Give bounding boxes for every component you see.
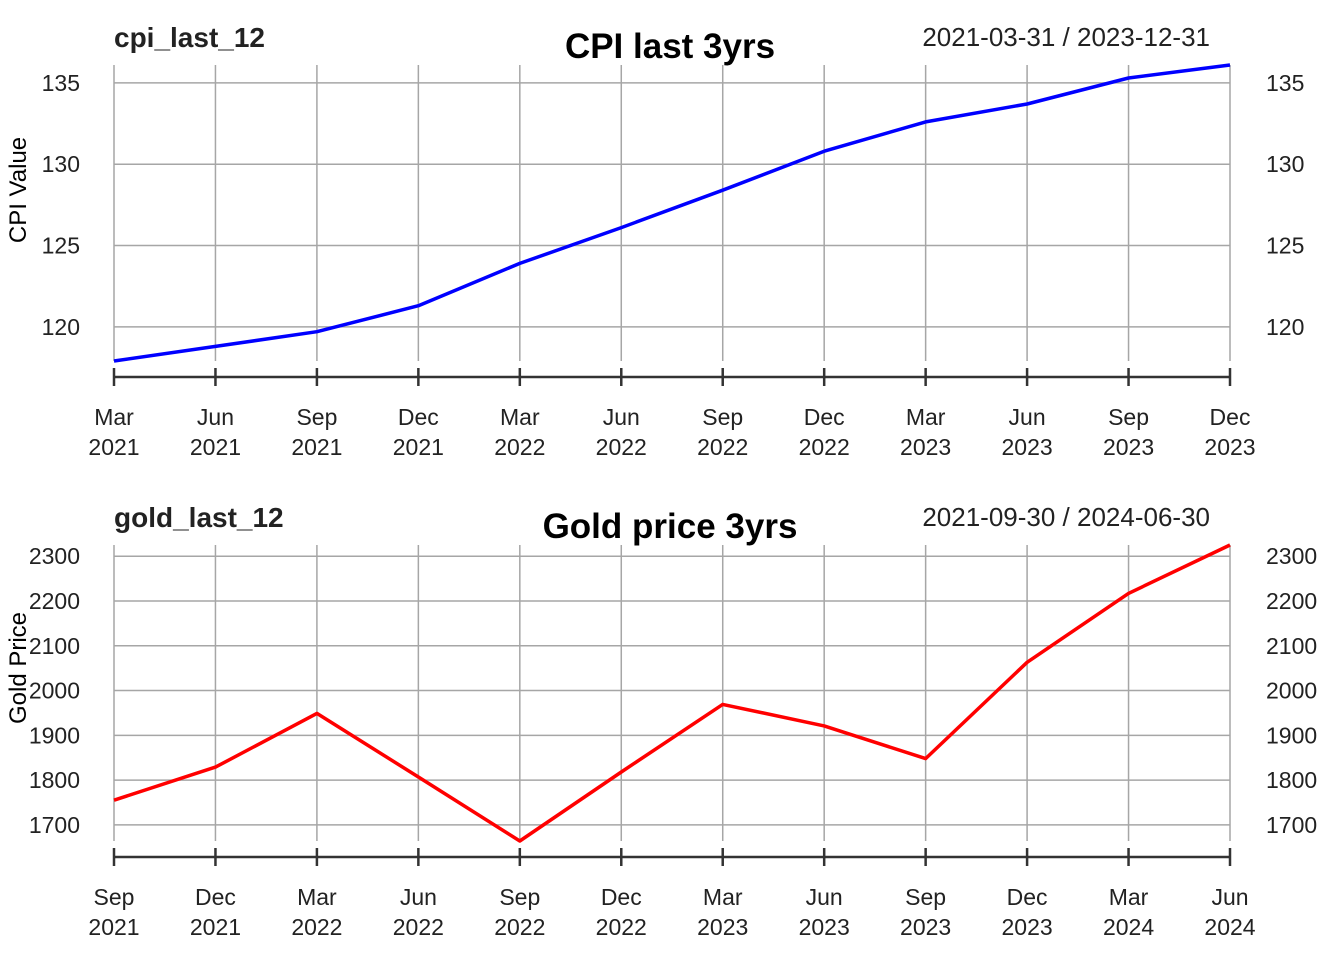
- gold-x-tick-label-month: Dec: [1007, 884, 1048, 910]
- cpi-x-tick-label-month: Jun: [1009, 404, 1046, 430]
- gold-x-tick-label-year: 2022: [393, 914, 444, 940]
- cpi-x-tick-label-month: Sep: [702, 404, 743, 430]
- cpi-x-tick-label-month: Jun: [603, 404, 640, 430]
- gold-x-tick-label-year: 2021: [88, 914, 139, 940]
- cpi-x-tick-label-year: 2022: [494, 434, 545, 460]
- gold-x-tick-label-month: Dec: [601, 884, 642, 910]
- cpi-y-tick-label-right: 120: [1266, 314, 1304, 340]
- gold-x-tick-label-month: Mar: [703, 884, 743, 910]
- gold-x-tick-label-year: 2024: [1204, 914, 1255, 940]
- gold-x-tick-label-month: Sep: [94, 884, 135, 910]
- gold-x-tick-label-year: 2024: [1103, 914, 1154, 940]
- gold-x-tick-label-year: 2022: [291, 914, 342, 940]
- cpi-x-tick-label-month: Jun: [197, 404, 234, 430]
- cpi-x-tick-label-year: 2022: [799, 434, 850, 460]
- gold-y-tick-label-right: 1800: [1266, 767, 1317, 793]
- cpi-x-tick-label-year: 2023: [1204, 434, 1255, 460]
- cpi-chart-title: CPI last 3yrs: [565, 27, 775, 66]
- cpi-y-tick-label-right: 135: [1266, 70, 1304, 96]
- gold-x-tick-label-month: Jun: [1211, 884, 1248, 910]
- cpi-y-tick-label-right: 125: [1266, 233, 1304, 259]
- gold-x-tick-label-month: Jun: [400, 884, 437, 910]
- gold-x-tick-label-year: 2023: [799, 914, 850, 940]
- gold-x-tick-label-year: 2023: [900, 914, 951, 940]
- cpi-x-tick-label-month: Dec: [804, 404, 845, 430]
- cpi-x-tick-label-year: 2021: [291, 434, 342, 460]
- gold-y-tick-label-left: 1700: [29, 812, 80, 838]
- gold-x-tick-label-year: 2021: [190, 914, 241, 940]
- gold-y-tick-label-right: 2200: [1266, 588, 1317, 614]
- gold-y-tick-label-left: 2000: [29, 678, 80, 704]
- gold-x-tick-label-month: Dec: [195, 884, 236, 910]
- cpi-y-tick-label-left: 125: [42, 233, 80, 259]
- gold-x-tick-label-month: Sep: [499, 884, 540, 910]
- gold-x-tick-label-month: Jun: [806, 884, 843, 910]
- cpi-x-tick-label-year: 2022: [697, 434, 748, 460]
- cpi-x-tick-label-year: 2022: [596, 434, 647, 460]
- cpi-chart-panel: cpi_last_12 CPI last 3yrs 2021-03-31 / 2…: [5, 22, 1304, 460]
- gold-y-tick-label-left: 2100: [29, 633, 80, 659]
- cpi-x-tick-label-month: Dec: [1210, 404, 1251, 430]
- cpi-x-tick-label-year: 2021: [88, 434, 139, 460]
- cpi-series-name: cpi_last_12: [114, 22, 265, 53]
- cpi-y-axis-title: CPI Value: [5, 137, 32, 243]
- cpi-x-tick-label-year: 2023: [900, 434, 951, 460]
- cpi-x-tick-label-year: 2021: [393, 434, 444, 460]
- gold-y-tick-label-right: 1900: [1266, 722, 1317, 748]
- cpi-date-range: 2021-03-31 / 2023-12-31: [922, 22, 1210, 52]
- gold-x-tick-label-year: 2022: [596, 914, 647, 940]
- cpi-x-tick-label-month: Mar: [94, 404, 134, 430]
- gold-chart-panel: gold_last_12 Gold price 3yrs 2021-09-30 …: [5, 502, 1317, 940]
- gold-x-tick-label-year: 2023: [697, 914, 748, 940]
- cpi-series-line: [113, 63, 1231, 363]
- cpi-x-tick-label-year: 2023: [1103, 434, 1154, 460]
- gold-y-tick-label-left: 1900: [29, 722, 80, 748]
- gold-y-tick-label-right: 1700: [1266, 812, 1317, 838]
- cpi-x-tick-label-year: 2023: [1002, 434, 1053, 460]
- gold-series-line: [113, 543, 1231, 843]
- gold-x-tick-label-month: Sep: [905, 884, 946, 910]
- cpi-y-tick-label-right: 130: [1266, 151, 1304, 177]
- gold-series-name: gold_last_12: [114, 502, 284, 533]
- gold-y-tick-label-right: 2300: [1266, 543, 1317, 569]
- cpi-x-tick-label-month: Mar: [500, 404, 540, 430]
- cpi-x-tick-label-month: Sep: [1108, 404, 1149, 430]
- cpi-x-tick-label-month: Mar: [906, 404, 946, 430]
- gold-y-tick-label-left: 1800: [29, 767, 80, 793]
- gold-y-axis-title: Gold Price: [5, 612, 32, 724]
- cpi-y-tick-label-left: 130: [42, 151, 80, 177]
- gold-x-tick-label-year: 2022: [494, 914, 545, 940]
- cpi-y-tick-label-left: 135: [42, 70, 80, 96]
- cpi-x-tick-label-month: Dec: [398, 404, 439, 430]
- gold-y-tick-label-right: 2100: [1266, 633, 1317, 659]
- cpi-x-tick-label-year: 2021: [190, 434, 241, 460]
- cpi-y-tick-label-left: 120: [42, 314, 80, 340]
- gold-y-tick-label-left: 2300: [29, 543, 80, 569]
- gold-date-range: 2021-09-30 / 2024-06-30: [922, 502, 1210, 532]
- cpi-x-tick-label-month: Sep: [296, 404, 337, 430]
- gold-x-tick-label-month: Mar: [297, 884, 337, 910]
- gold-x-tick-label-year: 2023: [1002, 914, 1053, 940]
- gold-x-tick-label-month: Mar: [1109, 884, 1149, 910]
- gold-chart-title: Gold price 3yrs: [543, 507, 798, 546]
- gold-y-tick-label-right: 2000: [1266, 678, 1317, 704]
- gold-y-tick-label-left: 2200: [29, 588, 80, 614]
